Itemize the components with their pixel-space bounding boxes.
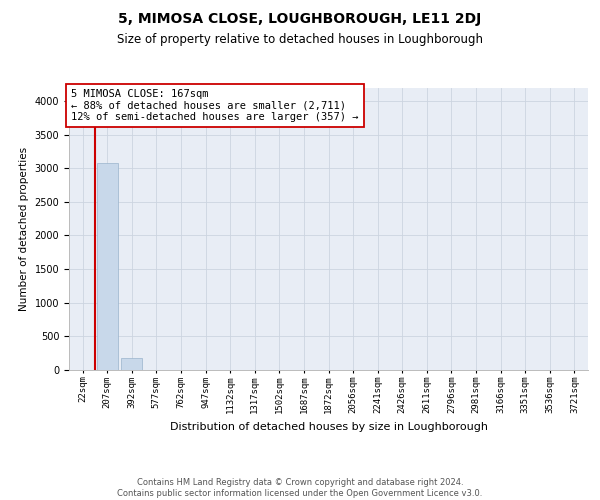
- Bar: [121, 358, 142, 370]
- X-axis label: Distribution of detached houses by size in Loughborough: Distribution of detached houses by size …: [170, 422, 487, 432]
- Text: Size of property relative to detached houses in Loughborough: Size of property relative to detached ho…: [117, 32, 483, 46]
- Text: Contains HM Land Registry data © Crown copyright and database right 2024.
Contai: Contains HM Land Registry data © Crown c…: [118, 478, 482, 498]
- Y-axis label: Number of detached properties: Number of detached properties: [19, 146, 29, 311]
- Bar: [97, 163, 118, 370]
- Text: 5 MIMOSA CLOSE: 167sqm
← 88% of detached houses are smaller (2,711)
12% of semi-: 5 MIMOSA CLOSE: 167sqm ← 88% of detached…: [71, 89, 359, 122]
- Text: 5, MIMOSA CLOSE, LOUGHBOROUGH, LE11 2DJ: 5, MIMOSA CLOSE, LOUGHBOROUGH, LE11 2DJ: [118, 12, 482, 26]
